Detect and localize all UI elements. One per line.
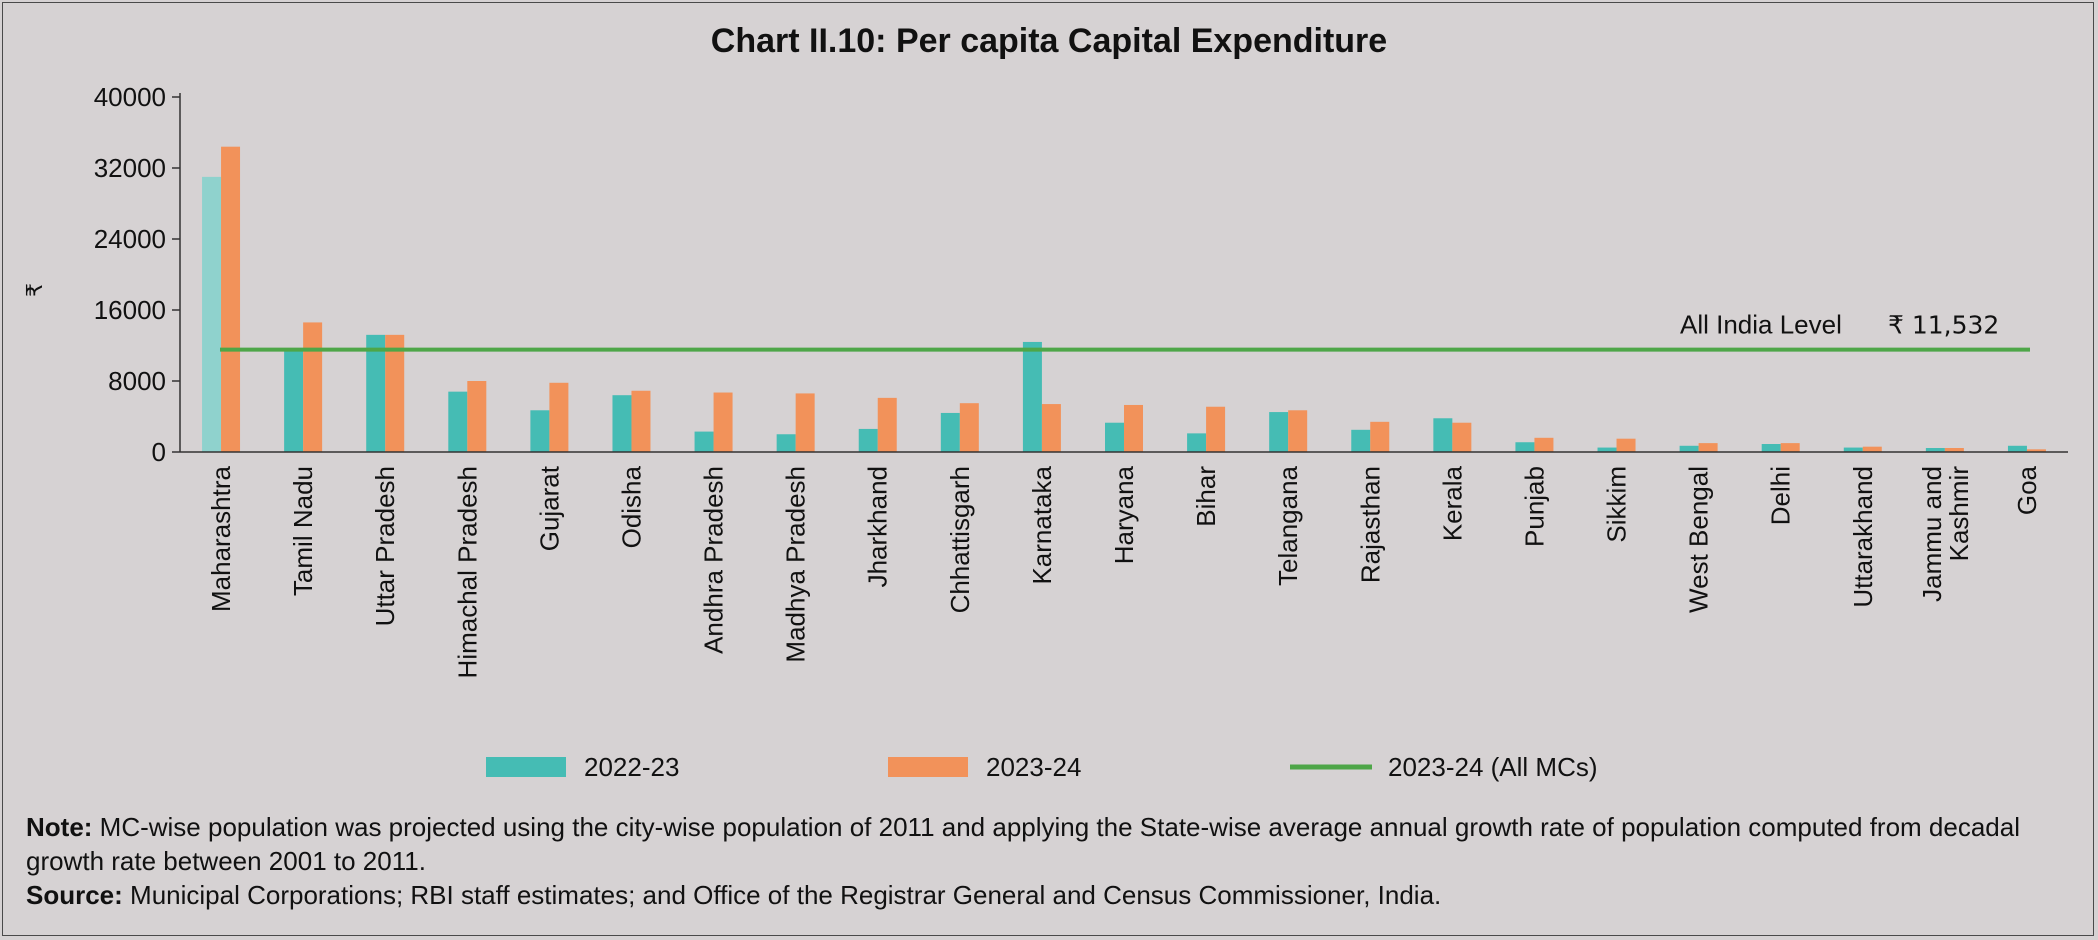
x-tick-label: Karnataka — [1027, 465, 1057, 584]
legend-label-1: 2023-24 — [986, 752, 1081, 782]
bar-2022-23-jammu-and-kashmir — [1925, 448, 1945, 452]
plot-area: 0 8000 16000 24000 32000 40000 Maharashtra Tami… — [94, 82, 2068, 678]
bar-2023-24-tamil-nadu — [303, 322, 323, 452]
bar-2022-23-goa — [2007, 445, 2027, 452]
x-tick-label: Andhra Pradesh — [699, 466, 729, 654]
bar-2023-24-uttar-pradesh — [385, 334, 405, 452]
note-line: Note: MC-wise population was projected u… — [26, 810, 2076, 878]
x-tick-label-line: Kashmir — [1944, 466, 1974, 562]
bar-2022-23-gujarat — [530, 410, 550, 452]
note-label: Note: — [26, 812, 93, 842]
x-tick-label: Maharashtra — [206, 465, 236, 611]
bar-2022-23-uttarakhand — [1843, 447, 1863, 452]
x-tick-label: Chhattisgarh — [945, 466, 975, 613]
y-tick-label: 8000 — [108, 366, 166, 396]
bar-2023-24-himachal-pradesh — [467, 381, 487, 452]
reference-line-label: All India Level — [1680, 310, 1842, 340]
bar-2023-24-uttarakhand — [1862, 446, 1882, 452]
bar-2023-24-telangana — [1288, 410, 1308, 452]
bar-2023-24-chhattisgarh — [959, 403, 979, 452]
bar-2023-24-haryana — [1124, 404, 1143, 452]
legend-label-0: 2022-23 — [584, 752, 679, 782]
x-tick-label: Rajasthan — [1355, 466, 1385, 583]
y-tick-label: 32000 — [94, 153, 166, 183]
bar-2022-23-jharkhand — [858, 428, 878, 452]
bar-2022-23-punjab — [1515, 442, 1535, 452]
bar-2023-24-sikkim — [1616, 438, 1636, 452]
bar-2022-23-delhi — [1761, 444, 1781, 452]
bar-2023-24-odisha — [631, 390, 651, 452]
bar-2023-24-gujarat — [549, 382, 569, 452]
source-label: Source: — [26, 880, 123, 910]
chart-notes: Note: MC-wise population was projected u… — [26, 810, 2076, 912]
bar-2022-23-bihar — [1187, 433, 1207, 452]
bar-2023-24-delhi — [1780, 443, 1800, 452]
y-tick-label: 24000 — [94, 224, 166, 254]
bar-2023-24-andhra-pradesh — [713, 392, 733, 452]
bar-chart: Chart II.10: Per capita Capital Expendit… — [23, 22, 2068, 782]
legend: 2022-23 2023-24 2023-24 (All MCs) — [486, 752, 1598, 782]
x-tick-label: Jammu andKashmir — [1917, 466, 1974, 602]
x-tick-label-line: Jammu and — [1917, 466, 1947, 602]
y-tick-label: 0 — [152, 437, 166, 467]
x-tick-label: Bihar — [1191, 466, 1221, 527]
bar-2023-24-jammu-and-kashmir — [1944, 448, 1964, 452]
bar-2022-23-maharashtra — [202, 176, 222, 452]
x-tick-label: Haryana — [1109, 465, 1139, 564]
bar-2022-23-rajasthan — [1351, 429, 1371, 452]
bar-2022-23-tamil-nadu — [284, 349, 304, 452]
bar-2022-23-sikkim — [1597, 447, 1617, 452]
x-tick-label: Goa — [2012, 465, 2042, 515]
bar-2023-24-punjab — [1534, 437, 1554, 452]
source-line: Source: Municipal Corporations; RBI staf… — [26, 878, 2076, 912]
reference-line-value: ₹ 11,532 — [1888, 311, 1999, 340]
bar-2022-23-chhattisgarh — [940, 412, 960, 452]
bar-2022-23-himachal-pradesh — [448, 391, 468, 452]
source-text: Municipal Corporations; RBI staff estima… — [122, 880, 1442, 910]
bar-2023-24-maharashtra — [221, 146, 241, 452]
legend-swatch-0 — [486, 757, 566, 777]
x-tick-label: Telangana — [1273, 465, 1303, 586]
x-tick-label: West Bengal — [1684, 466, 1714, 613]
bar-2022-23-odisha — [612, 395, 632, 452]
bar-2022-23-madhya-pradesh — [776, 434, 796, 452]
bar-2022-23-west-bengal — [1679, 445, 1699, 452]
bar-2022-23-telangana — [1269, 412, 1289, 452]
bar-2022-23-uttar-pradesh — [366, 334, 386, 452]
bar-2022-23-kerala — [1433, 418, 1453, 452]
chart-title: Chart II.10: Per capita Capital Expendit… — [711, 22, 1387, 60]
x-tick-label: Jharkhand — [863, 466, 893, 587]
x-tick-label: Tamil Nadu — [288, 466, 318, 596]
bar-2023-24-goa — [2026, 449, 2046, 452]
bar-2023-24-karnataka — [1041, 404, 1061, 452]
y-axis-label: ₹ — [23, 283, 48, 297]
y-tick-label: 16000 — [94, 295, 166, 325]
x-tick-label: Uttarakhand — [1848, 466, 1878, 608]
x-tick-label: Madhya Pradesh — [781, 466, 811, 663]
note-text: MC-wise population was projected using t… — [26, 812, 2021, 876]
x-tick-label: Delhi — [1766, 466, 1796, 525]
legend-swatch-1 — [888, 757, 968, 777]
x-tick-label: Odisha — [616, 465, 646, 548]
bar-2023-24-kerala — [1452, 422, 1472, 452]
x-tick-label: Gujarat — [534, 465, 564, 551]
legend-label-2: 2023-24 (All MCs) — [1388, 752, 1598, 782]
bar-2022-23-karnataka — [1022, 341, 1042, 452]
bar-2022-23-andhra-pradesh — [694, 431, 714, 452]
bar-2023-24-west-bengal — [1698, 443, 1718, 452]
x-tick-label: Punjab — [1519, 466, 1549, 547]
bar-2023-24-jharkhand — [877, 397, 897, 452]
bar-2022-23-haryana — [1105, 422, 1124, 452]
y-tick-label: 40000 — [94, 82, 166, 112]
bar-2023-24-bihar — [1206, 406, 1226, 452]
x-tick-label: Uttar Pradesh — [370, 466, 400, 626]
x-tick-label: Kerala — [1437, 465, 1467, 541]
x-tick-label: Sikkim — [1602, 466, 1632, 543]
bar-2023-24-madhya-pradesh — [795, 393, 815, 452]
bar-2023-24-rajasthan — [1370, 421, 1390, 452]
x-tick-label: Himachal Pradesh — [452, 466, 482, 678]
